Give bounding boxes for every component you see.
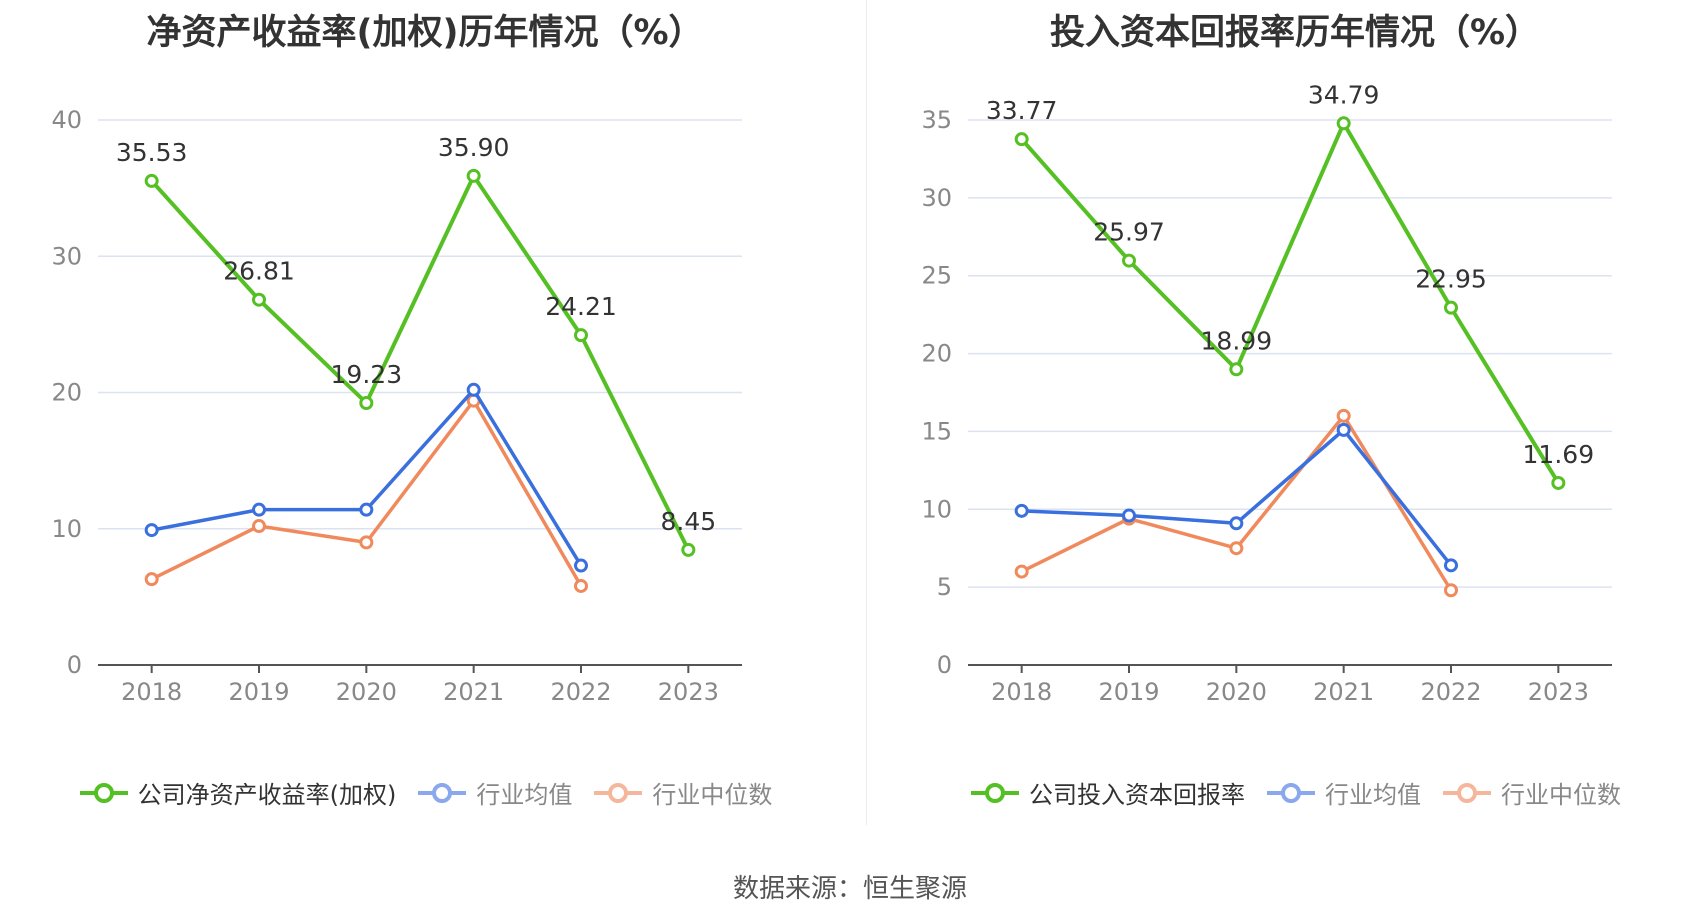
legend-item-company[interactable]: 公司投入资本回报率 [969,775,1245,810]
legend-label: 行业中位数 [1501,781,1621,809]
data-label: 35.53 [116,138,188,167]
company-data-point[interactable] [1551,475,1566,490]
y-tick-label: 40 [51,106,82,134]
legend-label: 公司净资产收益率(加权) [137,781,397,809]
legend-item-average[interactable]: 行业均值 [1265,775,1421,810]
company-series-line [150,173,691,551]
median-data-point[interactable] [359,535,374,550]
legend-line-icon [594,782,643,803]
x-tick-label: 2021 [1313,678,1374,706]
average-data-point[interactable] [1122,508,1136,523]
average-data-point[interactable] [359,502,374,517]
median-series-line [1020,414,1453,592]
average-data-point[interactable] [144,523,159,538]
y-tick-label: 0 [937,651,952,679]
x-tick-label: 2023 [1528,678,1589,706]
y-tick-label: 10 [921,495,952,523]
average-data-point[interactable] [252,502,266,517]
legend-line-icon [79,782,128,803]
median-data-point[interactable] [144,572,159,587]
y-tick-label: 5 [937,573,952,601]
y-tick-label: 30 [51,242,82,270]
median-series-line [150,398,583,587]
company-data-point[interactable] [359,395,374,410]
data-label: 25.97 [1093,218,1165,247]
roic-chart-plot: 0 5 10 15 20 25 30 35 2018 2019 2020 2021 2022 2023 33… [921,80,1612,706]
x-tick-label: 2019 [1098,678,1159,706]
x-tick-label: 2020 [336,678,397,706]
data-source-note: 数据来源：恒生聚源 [732,874,967,904]
average-data-point[interactable] [466,382,481,397]
x-tick-label: 2022 [1420,678,1481,706]
y-tick-label: 25 [921,262,952,290]
data-label: 24.21 [545,292,617,321]
company-data-point[interactable] [1336,116,1351,131]
roic-chart-title: 投入资本回报率历年情况（%） [1049,13,1541,53]
roe-chart-legend: 公司净资产收益率(加权) 行业均值 行业中位数 [0,775,850,810]
company-data-point[interactable] [144,173,159,188]
median-data-point[interactable] [1336,408,1351,423]
legend-item-company[interactable]: 公司净资产收益率(加权) [78,775,397,810]
y-tick-label: 20 [921,340,952,368]
legend-line-icon [1443,782,1491,803]
average-data-point[interactable] [1444,558,1458,573]
y-tick-label: 30 [921,184,952,212]
roic-chart-legend: 公司投入资本回报率 行业均值 行业中位数 [870,775,1700,810]
average-data-point[interactable] [1336,422,1351,437]
average-data-point[interactable] [1014,503,1029,518]
company-data-point[interactable] [1444,300,1458,315]
median-data-point[interactable] [1444,583,1458,598]
data-label: 33.77 [986,96,1058,125]
median-data-point[interactable] [574,578,588,593]
x-tick-label: 2022 [550,678,611,706]
legend-label: 行业均值 [1325,781,1421,809]
company-data-point[interactable] [1229,362,1244,377]
legend-item-median[interactable]: 行业中位数 [1441,775,1621,810]
roe-chart-title: 净资产收益率(加权)历年情况（%） [146,13,704,53]
company-data-point[interactable] [1014,132,1029,147]
data-label: 34.79 [1308,80,1380,109]
y-tick-label: 15 [921,417,952,445]
legend-label: 行业中位数 [652,781,773,809]
roic-chart-panel: 投入资本回报率历年情况（%） 0 5 10 15 20 25 30 35 2018 2019 202… [870,0,1700,830]
panel-divider [866,0,867,825]
y-tick-label: 0 [67,651,82,679]
x-tick-label: 2019 [228,678,289,706]
data-label: 8.45 [660,507,716,536]
roe-chart-panel: 净资产收益率(加权)历年情况（%） 0 10 20 30 40 2018 2019 2020 2… [0,0,850,830]
legend-line-icon [418,782,467,803]
data-label: 35.90 [438,133,510,162]
legend-line-icon [1267,782,1315,803]
company-series-line [1020,121,1561,485]
data-label: 18.99 [1201,326,1273,355]
legend-label: 公司投入资本回报率 [1029,781,1245,809]
legend-item-median[interactable]: 行业中位数 [592,775,772,810]
company-data-point[interactable] [252,292,266,307]
average-data-point[interactable] [1229,516,1244,531]
x-tick-label: 2021 [443,678,504,706]
y-tick-label: 20 [51,379,82,407]
data-label: 11.69 [1523,440,1595,469]
median-data-point[interactable] [1014,564,1029,579]
x-tick-label: 2018 [991,678,1052,706]
x-tick-label: 2020 [1206,678,1267,706]
legend-line-icon [971,782,1019,803]
data-label: 26.81 [223,257,295,286]
company-data-point[interactable] [1122,253,1136,268]
x-tick-label: 2018 [121,678,182,706]
median-data-point[interactable] [1229,541,1244,556]
company-data-point[interactable] [681,542,696,557]
legend-label: 行业均值 [476,781,573,809]
company-data-point[interactable] [466,168,481,183]
data-label: 22.95 [1415,265,1487,294]
company-data-point[interactable] [574,328,588,343]
x-tick-label: 2023 [658,678,719,706]
y-tick-label: 10 [51,515,82,543]
median-data-point[interactable] [252,519,266,534]
data-label: 19.23 [331,360,403,389]
roe-chart-plot: 0 10 20 30 40 2018 2019 2020 2021 2022 2023 35.53 26… [51,106,742,706]
legend-item-average[interactable]: 行业均值 [416,775,572,810]
average-data-point[interactable] [574,558,588,573]
y-tick-label: 35 [921,106,952,134]
